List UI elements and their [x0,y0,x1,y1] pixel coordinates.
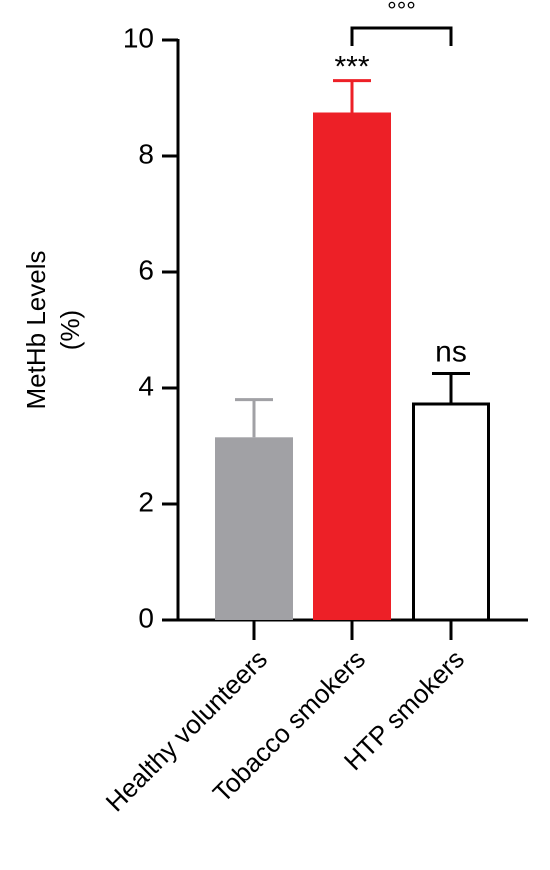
bar [313,112,391,620]
y-tick-label: 10 [123,22,154,53]
y-tick-label: 2 [138,486,154,517]
y-tick-label: 6 [138,254,154,285]
comparison-bracket [350,26,453,46]
y-tick-label: 8 [138,138,154,169]
comparison-label: °°° [387,0,416,24]
bar [412,402,490,622]
significance-label: ns [435,335,467,368]
y-tick-label: 0 [138,602,154,633]
bar [215,437,293,620]
significance-label: *** [334,51,369,84]
y-tick-label: 4 [138,370,154,401]
x-tick-label: Healthy volunteers [100,644,273,817]
y-axis-label: (%) [55,310,85,350]
y-axis-label: MetHb Levels [21,251,51,410]
